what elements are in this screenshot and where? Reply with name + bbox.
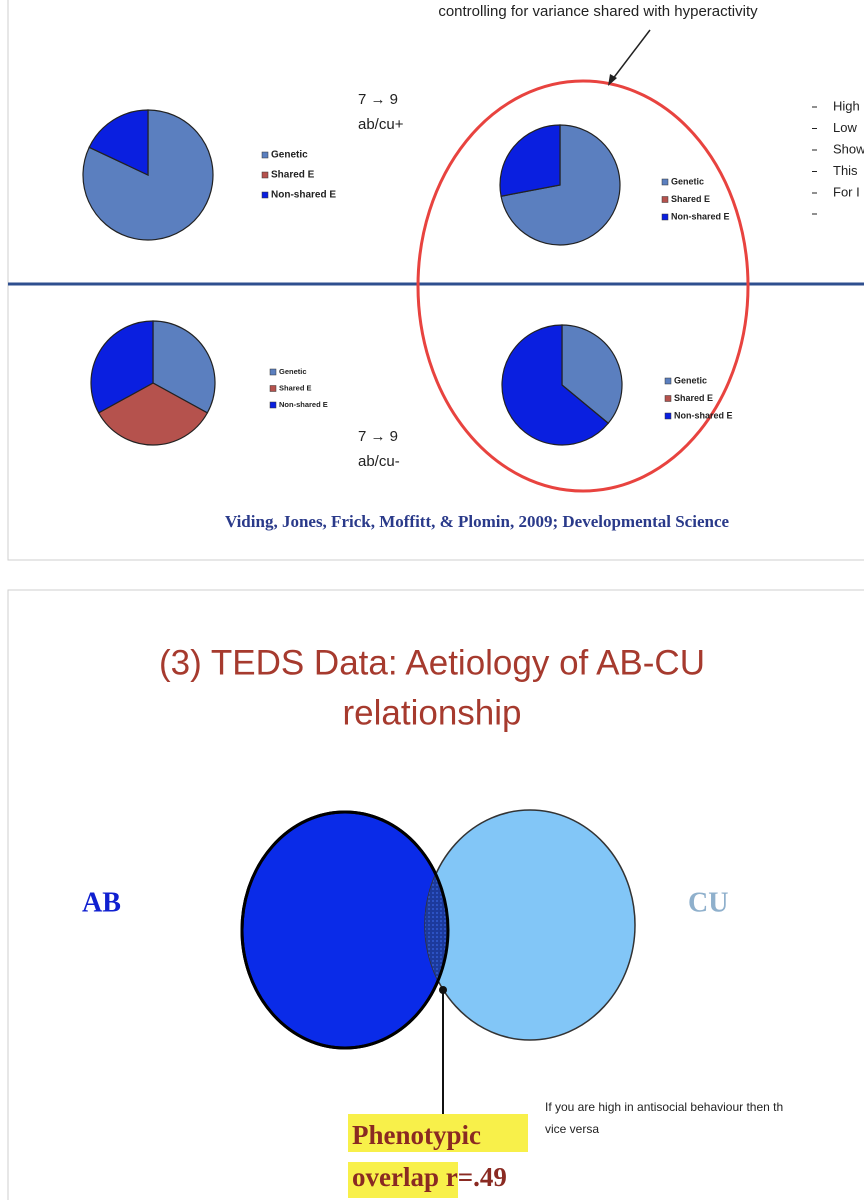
legend-swatch (664, 412, 672, 420)
slide-title: (3) TEDS Data: Aetiology of AB-CU (159, 643, 705, 682)
pie-slice (499, 124, 561, 197)
note: If you are high in antisocial behaviour … (545, 1100, 783, 1114)
cu-label: CU (688, 887, 728, 918)
bullet-text: Low (833, 120, 857, 135)
legend-label: Non-shared E (279, 400, 328, 409)
highlight (348, 1114, 528, 1152)
slide-frame (7, 0, 864, 561)
legend-label: Genetic (674, 375, 707, 385)
pie-slice (88, 109, 149, 176)
ab-outline (240, 810, 450, 1050)
pie-slice (561, 324, 623, 425)
slide-title: relationship (343, 693, 522, 732)
pie-slice (152, 320, 216, 414)
legend-label: Shared E (279, 383, 312, 392)
legend-label: Genetic (279, 367, 307, 376)
bullet-text: Show (833, 141, 864, 156)
cu-circle (424, 809, 636, 1041)
legend-swatch (661, 213, 669, 221)
citation: Viding, Jones, Frick, Moffitt, & Plomin,… (225, 512, 730, 531)
ab-label: AB (82, 887, 121, 918)
bullet-text: For I (833, 184, 860, 199)
legend-label: Non-shared E (674, 410, 733, 420)
bullet-text: This (833, 163, 858, 178)
legend-label: Shared E (671, 194, 710, 204)
legend-swatch (664, 377, 672, 385)
highlight (348, 1162, 458, 1198)
legend-swatch (664, 395, 672, 402)
group-label: ab/cu- (358, 453, 400, 470)
note: vice versa (545, 1122, 599, 1136)
arrow (611, 29, 651, 81)
bullet-list: High Low Show This For I (812, 98, 864, 215)
legend-swatch (661, 178, 669, 186)
bullet-text: High (833, 98, 860, 113)
caption: overlap r=.49 (352, 1162, 507, 1192)
legend-swatch (661, 196, 669, 203)
legend-swatch (261, 171, 269, 179)
legend-label: Non-shared E (271, 190, 336, 201)
legend-swatch (269, 368, 277, 376)
legend-label: Genetic (671, 176, 704, 186)
legend-swatch (261, 191, 269, 199)
group-arrow: 7 → 9 (358, 91, 398, 108)
legend-swatch (269, 401, 277, 409)
legend-label: Genetic (271, 150, 308, 161)
pie-slice (501, 324, 610, 446)
legend-label: Shared E (674, 393, 713, 403)
caption: Phenotypic (352, 1120, 481, 1150)
pie-slice (90, 320, 154, 414)
pointer-dot (439, 986, 447, 994)
group-label: ab/cu+ (358, 116, 404, 133)
legend-label: Non-shared E (671, 211, 730, 221)
arrow-head (608, 74, 617, 86)
highlight-ellipse (416, 79, 750, 493)
legend-label: Shared E (271, 170, 315, 181)
legend-swatch (261, 151, 269, 159)
legend-swatch (269, 385, 277, 392)
group-arrow: 7 → 9 (358, 428, 398, 445)
annotation: controlling for variance shared with hyp… (438, 3, 758, 20)
